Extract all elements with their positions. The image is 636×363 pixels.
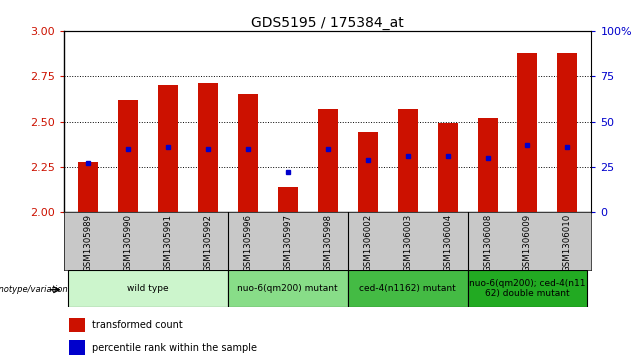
Text: GSM1305992: GSM1305992	[203, 214, 212, 272]
Bar	[347, 270, 467, 307]
Bar	[78, 162, 97, 212]
Text: GSM1305989: GSM1305989	[83, 214, 92, 272]
Text: GSM1306008: GSM1306008	[483, 214, 492, 272]
Bar	[67, 270, 228, 307]
Text: nuo-6(qm200); ced-4(n11
62) double mutant: nuo-6(qm200); ced-4(n11 62) double mutan…	[469, 279, 586, 298]
Text: GSM1305996: GSM1305996	[243, 214, 252, 272]
Bar	[357, 132, 378, 212]
Text: GSM1306003: GSM1306003	[403, 214, 412, 272]
Text: percentile rank within the sample: percentile rank within the sample	[92, 343, 256, 352]
Bar	[467, 270, 588, 307]
Text: wild type: wild type	[127, 284, 169, 293]
Text: GSM1305990: GSM1305990	[123, 214, 132, 272]
Bar	[438, 123, 457, 212]
Bar	[158, 85, 177, 212]
Bar	[238, 94, 258, 212]
Bar	[518, 53, 537, 212]
Bar	[69, 340, 85, 355]
Bar	[478, 118, 497, 212]
Bar	[317, 109, 338, 212]
Text: GSM1306010: GSM1306010	[563, 214, 572, 272]
Title: GDS5195 / 175384_at: GDS5195 / 175384_at	[251, 16, 404, 30]
Text: GSM1305991: GSM1305991	[163, 214, 172, 272]
Text: GSM1306009: GSM1306009	[523, 214, 532, 272]
Bar	[228, 270, 347, 307]
Text: GSM1306002: GSM1306002	[363, 214, 372, 272]
Text: genotype/variation: genotype/variation	[0, 285, 69, 294]
Text: GSM1306004: GSM1306004	[443, 214, 452, 272]
Text: nuo-6(qm200) mutant: nuo-6(qm200) mutant	[237, 284, 338, 293]
Bar	[558, 53, 577, 212]
Text: transformed count: transformed count	[92, 320, 183, 330]
Bar	[398, 109, 417, 212]
Text: GSM1305997: GSM1305997	[283, 214, 292, 272]
Bar	[277, 187, 298, 212]
Bar	[118, 100, 137, 212]
Text: ced-4(n1162) mutant: ced-4(n1162) mutant	[359, 284, 456, 293]
Bar	[198, 83, 218, 212]
Bar	[69, 318, 85, 332]
Text: GSM1305998: GSM1305998	[323, 214, 332, 272]
